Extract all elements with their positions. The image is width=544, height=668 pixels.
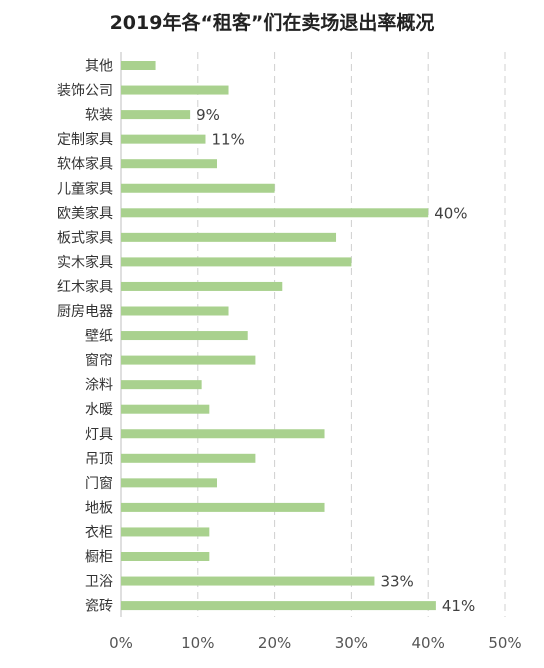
x-tick-label: 40% <box>412 634 445 652</box>
bar <box>121 232 337 242</box>
category-label: 灯具 <box>85 427 113 443</box>
bar <box>121 281 283 291</box>
bar <box>121 453 256 463</box>
bar <box>121 110 191 120</box>
category-labels: 其他装饰公司软装定制家具软体家具儿童家具欧美家具板式家具实木家具红木家具厨房电器… <box>57 59 113 615</box>
category-label: 卫浴 <box>85 574 113 590</box>
x-tick-label: 30% <box>335 634 368 652</box>
data-label: 41% <box>442 597 475 615</box>
category-label: 软装 <box>85 108 113 124</box>
category-label: 水暖 <box>85 402 113 418</box>
bar <box>121 355 256 365</box>
category-label: 厨房电器 <box>57 304 113 320</box>
x-tick-label: 10% <box>181 634 214 652</box>
category-label: 定制家具 <box>57 131 113 148</box>
category-label: 其他 <box>85 59 113 75</box>
bar <box>121 61 156 70</box>
bar <box>121 527 210 537</box>
bar <box>121 306 229 316</box>
category-label: 橱柜 <box>85 550 113 566</box>
category-label: 窗帘 <box>85 352 113 369</box>
bar <box>121 380 202 390</box>
x-tick-labels: 0% 10% 20% 30% 40% 50% <box>109 634 522 652</box>
category-label: 吊顶 <box>85 451 113 467</box>
data-label: 40% <box>434 204 467 222</box>
x-tick-label: 0% <box>109 634 133 652</box>
bar <box>121 85 229 95</box>
category-label: 软体家具 <box>57 156 113 173</box>
bar <box>121 502 325 512</box>
x-tick-label: 50% <box>488 634 521 652</box>
data-label: 9% <box>196 106 220 124</box>
category-label: 红木家具 <box>57 278 113 295</box>
data-label: 11% <box>211 131 244 149</box>
bar <box>121 552 210 561</box>
bar <box>121 134 206 144</box>
category-label: 装饰公司 <box>57 83 113 99</box>
category-label: 地板 <box>85 500 113 516</box>
chart-title: 2019年各“租客”们在卖场退出率概况 <box>109 12 435 34</box>
bar <box>121 331 248 341</box>
bar <box>121 208 429 218</box>
bar <box>121 478 217 488</box>
bar <box>121 183 275 193</box>
x-tick-label: 20% <box>258 634 291 652</box>
bar <box>121 257 352 267</box>
category-label: 瓷砖 <box>85 599 113 615</box>
category-label: 涂料 <box>85 378 113 394</box>
bar <box>121 159 217 169</box>
category-label: 板式家具 <box>57 229 113 246</box>
bar <box>121 429 325 439</box>
bar <box>121 576 375 586</box>
category-label: 门窗 <box>85 475 113 492</box>
category-label: 实木家具 <box>57 254 113 271</box>
category-label: 欧美家具 <box>57 205 113 222</box>
category-label: 衣柜 <box>85 525 113 541</box>
category-label: 儿童家具 <box>57 180 113 197</box>
data-labels: 9% 11% 40% 33% 41% <box>196 106 475 615</box>
bar <box>121 404 210 414</box>
data-label: 33% <box>380 573 413 591</box>
bar <box>121 601 436 611</box>
bars <box>121 61 436 611</box>
category-label: 壁纸 <box>85 329 113 345</box>
